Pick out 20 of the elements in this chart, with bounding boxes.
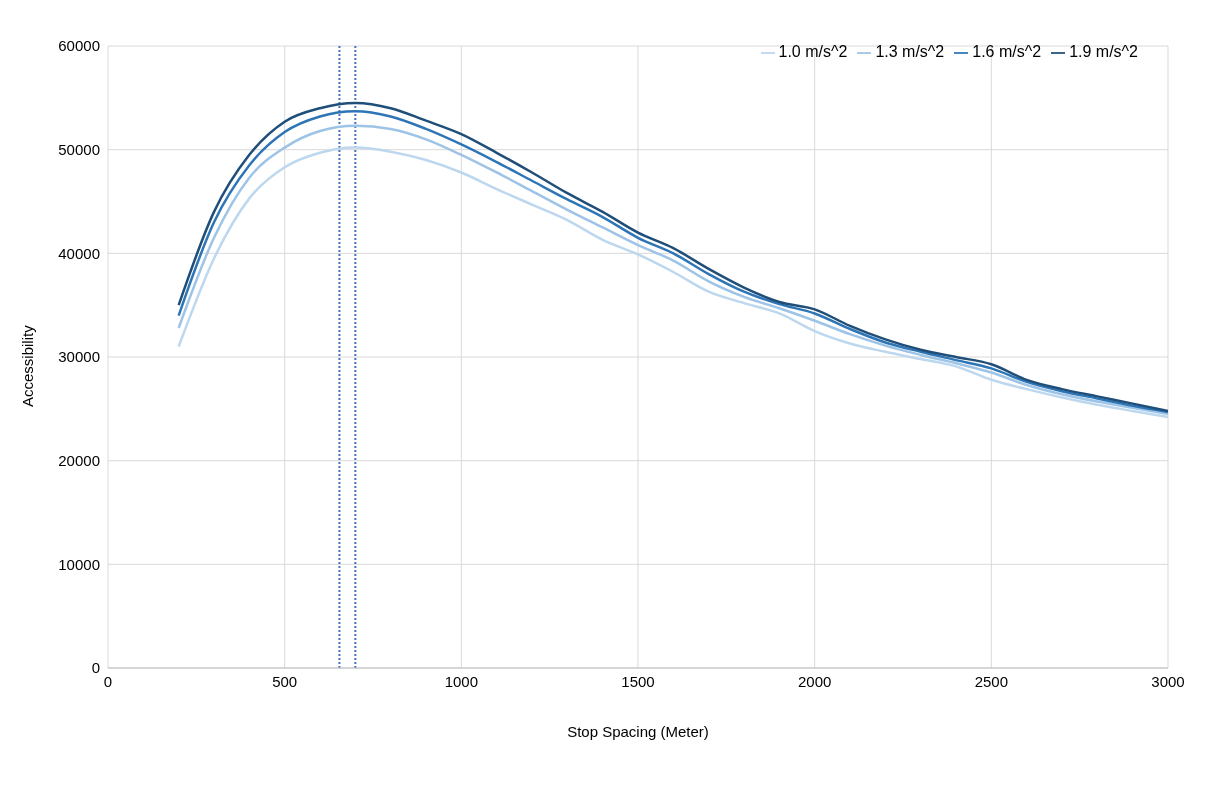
x-axis-title: Stop Spacing (Meter) <box>567 722 709 740</box>
legend-label: 1.9 m/s^2 <box>1069 43 1138 60</box>
y-tick-label: 30000 <box>58 348 100 366</box>
y-tick-label: 10000 <box>58 555 100 573</box>
x-tick-label: 500 <box>272 672 298 690</box>
x-tick-label: 2000 <box>797 672 832 690</box>
y-tick-label: 40000 <box>58 244 100 262</box>
x-tick-label: 1000 <box>444 672 479 690</box>
y-tick-label: 50000 <box>58 140 100 158</box>
y-tick-label: 20000 <box>58 451 100 469</box>
x-tick-label: 0 <box>103 672 113 690</box>
y-tick-label: 60000 <box>58 37 100 55</box>
y-tick-label: 0 <box>91 659 100 677</box>
legend-label: 1.6 m/s^2 <box>972 43 1042 60</box>
y-axis-title: Accessibility <box>19 324 37 407</box>
x-tick-label: 2500 <box>974 672 1009 690</box>
legend-label: 1.3 m/s^2 <box>875 43 945 60</box>
x-tick-label: 1500 <box>621 672 655 690</box>
legend-label: 1.0 m/s^2 <box>778 43 848 60</box>
x-tick-label: 3000 <box>1151 672 1185 690</box>
